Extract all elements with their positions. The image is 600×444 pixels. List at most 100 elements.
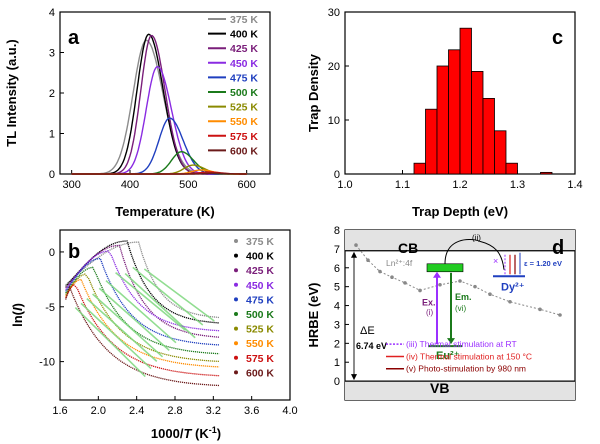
fit-line xyxy=(86,298,158,362)
legend-label: 575 K xyxy=(230,131,258,143)
vb-label: VB xyxy=(430,380,449,396)
fit-line xyxy=(124,272,196,339)
trap-bar xyxy=(540,171,553,175)
release-rt-x: × xyxy=(493,256,498,266)
panel-d-ylabel: HRBE (eV) xyxy=(306,282,321,347)
panel-a: a 300 400 500 600 0 1 2 3 4 375 K 400 K 425 K 450 K… xyxy=(4,7,271,219)
em-step: (vi) xyxy=(455,304,466,313)
ln-point xyxy=(458,279,462,283)
x-tick-label: 500 xyxy=(179,179,197,191)
ln-point xyxy=(558,313,562,317)
lnI-series-450K xyxy=(65,250,220,332)
legend-label: 500 K xyxy=(230,87,258,99)
legend-label: 425 K xyxy=(230,43,258,55)
y-tick-label: 8 xyxy=(334,225,340,237)
y-tick-label: 1 xyxy=(49,129,55,141)
panel-a-legend: 375 K 400 K 425 K 450 K 475 K 500 K 525 K 550 K… xyxy=(208,14,258,157)
x-tick-label: 3.2 xyxy=(206,405,221,417)
panel-b-ticks: 1.6 2.0 2.4 2.8 3.2 3.6 4.0 -10 -5 0 xyxy=(39,247,298,417)
y-tick-label: 2 xyxy=(334,338,340,350)
lnI-series-525K xyxy=(65,273,220,363)
trap-bar xyxy=(494,130,507,175)
ln-point xyxy=(366,258,370,263)
y-tick-label: 7 xyxy=(334,244,340,256)
ln-point xyxy=(438,282,442,287)
fit-line xyxy=(115,271,187,331)
panel-c-xlabel: Trap Depth (eV) xyxy=(412,204,508,219)
panel-d-label: d xyxy=(552,237,564,259)
lnI-series-375K xyxy=(65,241,220,319)
legend-label: 425 K xyxy=(246,265,274,277)
legend-label: 450 K xyxy=(230,58,258,70)
legend-label: 400 K xyxy=(246,251,274,263)
gap-value: 6.74 eV xyxy=(356,341,387,351)
legend-marker xyxy=(234,239,238,243)
ln-label: Ln²⁺:4f xyxy=(386,258,413,268)
ln-point xyxy=(508,299,512,304)
lnI-series-550K xyxy=(65,278,220,368)
fit-line xyxy=(105,280,177,344)
y-tick-label: -10 xyxy=(39,357,55,369)
ex-step: (i) xyxy=(426,308,433,317)
x-tick-label: 1.6 xyxy=(52,405,67,417)
trap-bar xyxy=(425,108,438,175)
legend-label: 375 K xyxy=(230,14,258,26)
x-tick-label: 1.1 xyxy=(395,179,410,191)
trap-bar xyxy=(413,162,426,175)
y-tick-label: 10 xyxy=(328,115,340,127)
legend-marker xyxy=(234,253,238,258)
x-tick-label: 300 xyxy=(62,179,80,191)
x-tick-label: 2.8 xyxy=(167,405,182,417)
trap-bar xyxy=(436,65,449,175)
panel-a-xlabel: Temperature (K) xyxy=(115,204,214,219)
panel-a-ticks: 300 400 500 600 0 1 2 3 4 xyxy=(49,7,256,191)
legend-marker xyxy=(234,312,238,316)
y-tick-label: 3 xyxy=(334,319,340,331)
lnI-series-575K xyxy=(65,283,220,377)
legend-label: 475 K xyxy=(246,294,274,306)
x-tick-label: 600 xyxy=(237,179,255,191)
y-tick-label: 0 xyxy=(49,247,55,259)
legend-marker xyxy=(234,282,238,287)
x-tick-label: 1.2 xyxy=(452,179,467,191)
tl-curve-600K xyxy=(71,172,247,175)
x-tick-label: 1.0 xyxy=(337,179,352,191)
lnI-series-500K xyxy=(65,266,220,355)
gap-label: ΔE xyxy=(360,325,375,337)
panel-b-ylabel: ln(I) xyxy=(10,303,25,327)
panel-d-body: CB VB d Ln²⁺:4f ΔE 6.74 eV Eu²⁺ Ex.(i) Em. (vi) (i… xyxy=(345,230,575,400)
fit-line xyxy=(74,307,146,378)
legend-marker xyxy=(234,341,238,346)
legend-label: 600 K xyxy=(230,145,258,157)
panel-c-ylabel: Trap Density xyxy=(306,53,321,132)
legend-label: 375 K xyxy=(246,236,274,248)
lnI-series-425K xyxy=(65,244,220,338)
eu-excited-level xyxy=(426,263,464,273)
eu-label: Eu²⁺ xyxy=(436,350,460,362)
ln-point xyxy=(378,269,382,274)
emission-arrowhead xyxy=(447,338,455,345)
panel-b-curves xyxy=(65,240,220,387)
panel-c-label: c xyxy=(552,27,563,49)
legend-text: (v) Photo-stimulation by 980 nm xyxy=(406,364,526,374)
y-tick-label: 30 xyxy=(328,7,340,19)
trap-bar xyxy=(505,162,518,175)
trap-bar xyxy=(448,49,461,175)
trap-bar xyxy=(482,98,495,175)
x-tick-label: 2.4 xyxy=(129,405,144,417)
fit-line xyxy=(143,268,215,322)
excitation-arrowhead xyxy=(433,271,441,278)
fit-line xyxy=(98,287,170,351)
legend-text: (iv) Thermal stimulation at 150 °C xyxy=(406,351,532,361)
y-tick-label: 2 xyxy=(49,88,55,100)
trap-bar xyxy=(471,71,484,175)
panel-b-xlabel: 1000/T (K-1) xyxy=(151,425,221,441)
legend-marker xyxy=(234,370,238,375)
y-tick-label: 0 xyxy=(334,169,340,181)
legend-label: 475 K xyxy=(230,72,258,84)
ex-label: Ex. xyxy=(422,298,436,308)
legend-label: 400 K xyxy=(230,29,258,41)
panel-b-label: b xyxy=(68,241,80,263)
